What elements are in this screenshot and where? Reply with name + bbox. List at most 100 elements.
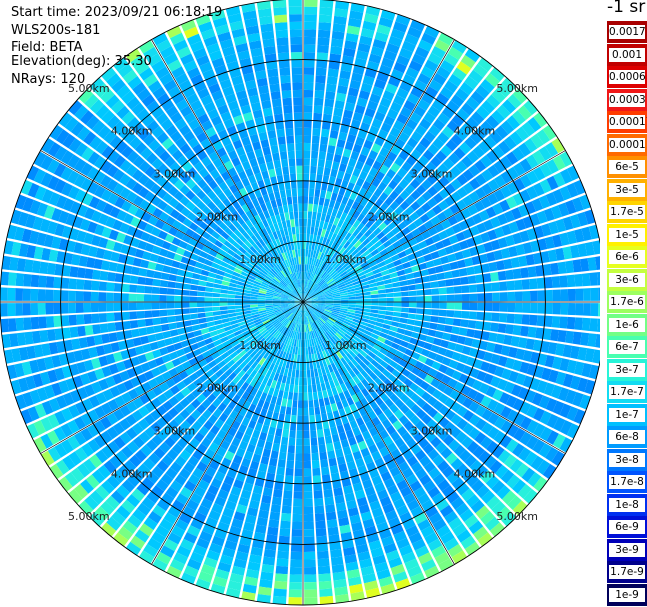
heatmap-cell <box>331 564 345 574</box>
heatmap-cell <box>283 490 293 499</box>
heatmap-cell <box>499 292 508 302</box>
heatmap-cell <box>110 490 125 504</box>
heatmap-cell <box>160 545 175 558</box>
heatmap-cell <box>276 323 283 331</box>
heatmap-cell <box>281 351 287 360</box>
heatmap-cell <box>16 258 27 272</box>
heatmap-cell <box>444 537 459 551</box>
heatmap-cell <box>256 470 267 480</box>
heatmap-cell <box>263 549 276 559</box>
heatmap-cell <box>374 377 384 387</box>
heatmap-cell <box>51 236 62 250</box>
heatmap-cell <box>263 332 271 340</box>
heatmap-cell <box>256 517 268 527</box>
heatmap-cell <box>261 330 270 338</box>
heatmap-cell <box>538 146 552 161</box>
heatmap-cell <box>307 308 312 315</box>
heatmap-cell <box>174 315 184 322</box>
heatmap-cell <box>168 173 180 185</box>
heatmap-cell <box>311 143 319 152</box>
heatmap-cell <box>350 591 365 602</box>
heatmap-cell <box>374 198 384 208</box>
heatmap-cell <box>179 196 191 207</box>
heatmap-cell <box>521 314 530 325</box>
heatmap-cell <box>282 327 288 335</box>
heatmap-cell <box>229 132 240 143</box>
heatmap-cell <box>257 297 266 300</box>
heatmap-cell <box>286 250 292 259</box>
heatmap-cell <box>274 404 281 414</box>
heatmap-cell <box>295 302 303 304</box>
heatmap-cell <box>187 455 200 467</box>
heatmap-cell <box>298 385 303 393</box>
heatmap-cell <box>214 226 224 235</box>
heatmap-cell <box>273 159 282 169</box>
heatmap-cell <box>451 242 462 253</box>
heatmap-cell <box>579 258 590 272</box>
heatmap-cell <box>324 275 332 282</box>
heatmap-cell <box>437 280 447 288</box>
heatmap-cell <box>487 412 500 426</box>
heatmap-cell <box>480 196 492 209</box>
heatmap-cell <box>334 234 341 243</box>
heatmap-cell <box>519 189 531 203</box>
heatmap-cell <box>178 354 189 364</box>
heatmap-cell <box>421 499 435 512</box>
heatmap-cell <box>414 143 427 155</box>
heatmap-cell <box>131 409 144 422</box>
heatmap-cell <box>220 351 230 360</box>
heatmap-cell <box>582 303 591 316</box>
heatmap-cell <box>308 307 314 314</box>
heatmap-cell <box>438 32 454 46</box>
heatmap-cell <box>371 475 383 486</box>
heatmap-cell <box>492 302 500 312</box>
colorbar-cell: 0.001 <box>607 43 647 66</box>
heatmap-cell <box>101 445 115 459</box>
heatmap-cell <box>252 453 262 463</box>
heatmap-cell <box>413 79 428 92</box>
heatmap-cell <box>468 311 477 320</box>
heatmap-cell <box>394 398 405 409</box>
heatmap-cell <box>376 568 391 580</box>
heatmap-cell <box>296 308 300 316</box>
heatmap-cell <box>245 475 256 485</box>
heatmap-cell <box>281 197 288 206</box>
heatmap-cell <box>249 350 258 359</box>
heatmap-cell <box>185 243 195 253</box>
heatmap-cell <box>507 302 516 313</box>
heatmap-cell <box>424 357 435 367</box>
heatmap-cell <box>160 473 174 486</box>
heatmap-cell <box>340 179 349 189</box>
heatmap-cell <box>515 463 530 478</box>
heatmap-cell <box>201 472 213 484</box>
heatmap-cell <box>338 517 350 527</box>
heatmap-cell <box>227 381 236 391</box>
heatmap-cell <box>260 339 268 347</box>
colorbar-cell: 3e-7 <box>607 358 647 381</box>
heatmap-cell <box>447 341 457 351</box>
heatmap-cell <box>206 276 216 283</box>
heatmap-cell <box>303 385 308 393</box>
heatmap-cell <box>107 271 116 282</box>
heatmap-cell <box>327 231 334 240</box>
heatmap-cell <box>321 474 331 483</box>
heatmap-cell <box>15 303 24 316</box>
heatmap-cell <box>179 143 192 155</box>
heatmap-cell <box>475 320 484 330</box>
heatmap-cell <box>113 532 129 547</box>
heatmap-cell <box>491 282 500 292</box>
heatmap-cell <box>320 213 327 222</box>
heatmap-cell <box>218 265 227 272</box>
heatmap-cell <box>195 226 205 236</box>
heatmap-cell <box>252 266 260 273</box>
heatmap-cell <box>293 323 298 332</box>
heatmap-cell <box>322 350 328 359</box>
heatmap-cell <box>319 244 325 253</box>
heatmap-cell <box>113 57 129 72</box>
heatmap-cell <box>406 278 416 285</box>
heatmap-cell <box>322 262 328 271</box>
heatmap-cell <box>487 192 499 205</box>
heatmap-cell <box>216 328 226 335</box>
heatmap-cell <box>336 139 346 149</box>
heatmap-cell <box>399 544 413 557</box>
